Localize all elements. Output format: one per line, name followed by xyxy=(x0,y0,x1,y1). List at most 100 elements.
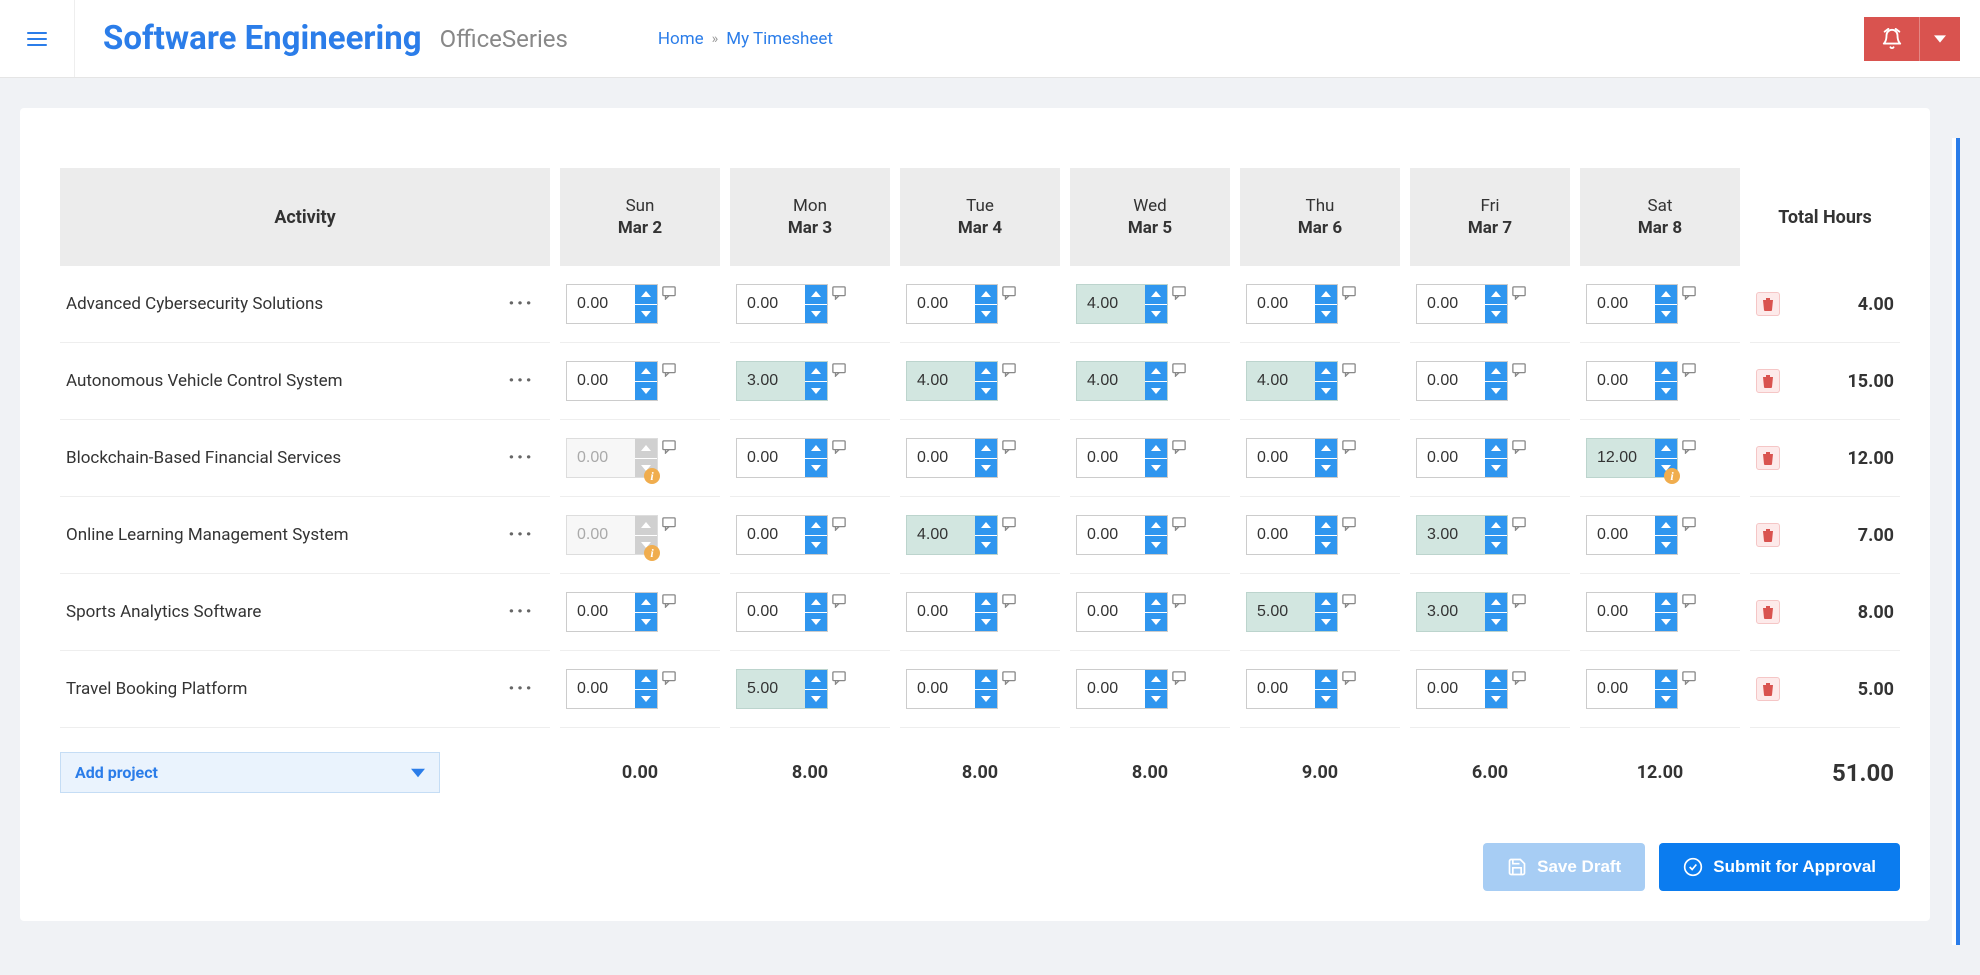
warning-icon[interactable]: i xyxy=(644,545,660,561)
hour-input[interactable] xyxy=(1077,285,1145,323)
spinner-down-button[interactable] xyxy=(1485,613,1507,632)
delete-row-button[interactable] xyxy=(1756,446,1780,470)
spinner-up-button[interactable] xyxy=(1145,285,1167,305)
hour-input[interactable] xyxy=(1247,593,1315,631)
hour-input[interactable] xyxy=(737,670,805,708)
spinner-up-button[interactable] xyxy=(975,670,997,690)
hour-input[interactable] xyxy=(737,285,805,323)
delete-row-button[interactable] xyxy=(1756,600,1780,624)
note-icon[interactable] xyxy=(832,671,846,689)
note-icon[interactable] xyxy=(1342,440,1356,458)
spinner-down-button[interactable] xyxy=(1485,305,1507,324)
note-icon[interactable] xyxy=(832,286,846,304)
hour-input[interactable] xyxy=(737,362,805,400)
spinner-down-button[interactable] xyxy=(1145,536,1167,555)
spinner-down-button[interactable] xyxy=(1145,613,1167,632)
spinner-up-button[interactable] xyxy=(1485,439,1507,459)
spinner-down-button[interactable] xyxy=(1315,690,1337,709)
note-icon[interactable] xyxy=(1512,517,1526,535)
hour-input[interactable] xyxy=(1247,670,1315,708)
spinner-down-button[interactable] xyxy=(1485,690,1507,709)
note-icon[interactable] xyxy=(1002,594,1016,612)
hour-input[interactable] xyxy=(1077,362,1145,400)
hour-input[interactable] xyxy=(567,593,635,631)
spinner-down-button[interactable] xyxy=(1315,459,1337,478)
note-icon[interactable] xyxy=(832,517,846,535)
spinner-down-button[interactable] xyxy=(1315,382,1337,401)
spinner-down-button[interactable] xyxy=(635,382,657,401)
spinner-up-button[interactable] xyxy=(805,593,827,613)
delete-row-button[interactable] xyxy=(1756,369,1780,393)
spinner-up-button[interactable] xyxy=(1145,516,1167,536)
spinner-up-button[interactable] xyxy=(805,516,827,536)
spinner-up-button[interactable] xyxy=(1145,439,1167,459)
spinner-up-button[interactable] xyxy=(975,285,997,305)
note-icon[interactable] xyxy=(1002,363,1016,381)
hour-input[interactable] xyxy=(737,593,805,631)
note-icon[interactable] xyxy=(662,363,676,381)
hour-input[interactable] xyxy=(1417,670,1485,708)
note-icon[interactable] xyxy=(1512,594,1526,612)
spinner-up-button[interactable] xyxy=(1655,362,1677,382)
note-icon[interactable] xyxy=(1682,594,1696,612)
spinner-up-button[interactable] xyxy=(1145,670,1167,690)
spinner-up-button[interactable] xyxy=(1485,285,1507,305)
spinner-up-button[interactable] xyxy=(635,285,657,305)
save-draft-button[interactable]: Save Draft xyxy=(1483,843,1645,891)
spinner-down-button[interactable] xyxy=(1315,536,1337,555)
hour-input[interactable] xyxy=(1077,670,1145,708)
note-icon[interactable] xyxy=(1172,671,1186,689)
note-icon[interactable] xyxy=(1682,440,1696,458)
note-icon[interactable] xyxy=(662,517,676,535)
spinner-down-button[interactable] xyxy=(805,613,827,632)
spinner-down-button[interactable] xyxy=(1315,613,1337,632)
note-icon[interactable] xyxy=(662,594,676,612)
hour-input[interactable] xyxy=(1247,285,1315,323)
hour-input[interactable] xyxy=(1587,516,1655,554)
spinner-up-button[interactable] xyxy=(635,670,657,690)
note-icon[interactable] xyxy=(1172,517,1186,535)
hour-input[interactable] xyxy=(1417,362,1485,400)
note-icon[interactable] xyxy=(1682,286,1696,304)
spinner-down-button[interactable] xyxy=(975,382,997,401)
alert-dropdown-button[interactable] xyxy=(1920,17,1960,61)
note-icon[interactable] xyxy=(1682,517,1696,535)
alert-bell-button[interactable] xyxy=(1864,17,1920,61)
spinner-down-button[interactable] xyxy=(975,305,997,324)
spinner-down-button[interactable] xyxy=(975,613,997,632)
note-icon[interactable] xyxy=(832,363,846,381)
note-icon[interactable] xyxy=(1512,671,1526,689)
spinner-up-button[interactable] xyxy=(975,439,997,459)
note-icon[interactable] xyxy=(1172,286,1186,304)
submit-approval-button[interactable]: Submit for Approval xyxy=(1659,843,1900,891)
spinner-down-button[interactable] xyxy=(975,690,997,709)
delete-row-button[interactable] xyxy=(1756,677,1780,701)
spinner-up-button[interactable] xyxy=(1655,285,1677,305)
note-icon[interactable] xyxy=(1172,363,1186,381)
spinner-up-button[interactable] xyxy=(975,516,997,536)
note-icon[interactable] xyxy=(1002,286,1016,304)
spinner-down-button[interactable] xyxy=(1655,613,1677,632)
warning-icon[interactable]: i xyxy=(1664,468,1680,484)
note-icon[interactable] xyxy=(1512,363,1526,381)
spinner-up-button[interactable] xyxy=(1315,362,1337,382)
note-icon[interactable] xyxy=(1342,594,1356,612)
spinner-up-button[interactable] xyxy=(1655,593,1677,613)
hour-input[interactable] xyxy=(1587,362,1655,400)
hour-input[interactable] xyxy=(1247,516,1315,554)
hour-input[interactable] xyxy=(1417,593,1485,631)
hour-input[interactable] xyxy=(1247,439,1315,477)
note-icon[interactable] xyxy=(1172,440,1186,458)
spinner-down-button[interactable] xyxy=(975,459,997,478)
spinner-down-button[interactable] xyxy=(635,305,657,324)
row-menu-button[interactable]: ··· xyxy=(508,446,534,471)
spinner-up-button[interactable] xyxy=(635,362,657,382)
spinner-up-button[interactable] xyxy=(1485,516,1507,536)
spinner-up-button[interactable] xyxy=(1315,670,1337,690)
spinner-up-button[interactable] xyxy=(1485,362,1507,382)
note-icon[interactable] xyxy=(662,440,676,458)
spinner-down-button[interactable] xyxy=(1485,459,1507,478)
hour-input[interactable] xyxy=(907,516,975,554)
note-icon[interactable] xyxy=(662,286,676,304)
spinner-up-button[interactable] xyxy=(975,362,997,382)
